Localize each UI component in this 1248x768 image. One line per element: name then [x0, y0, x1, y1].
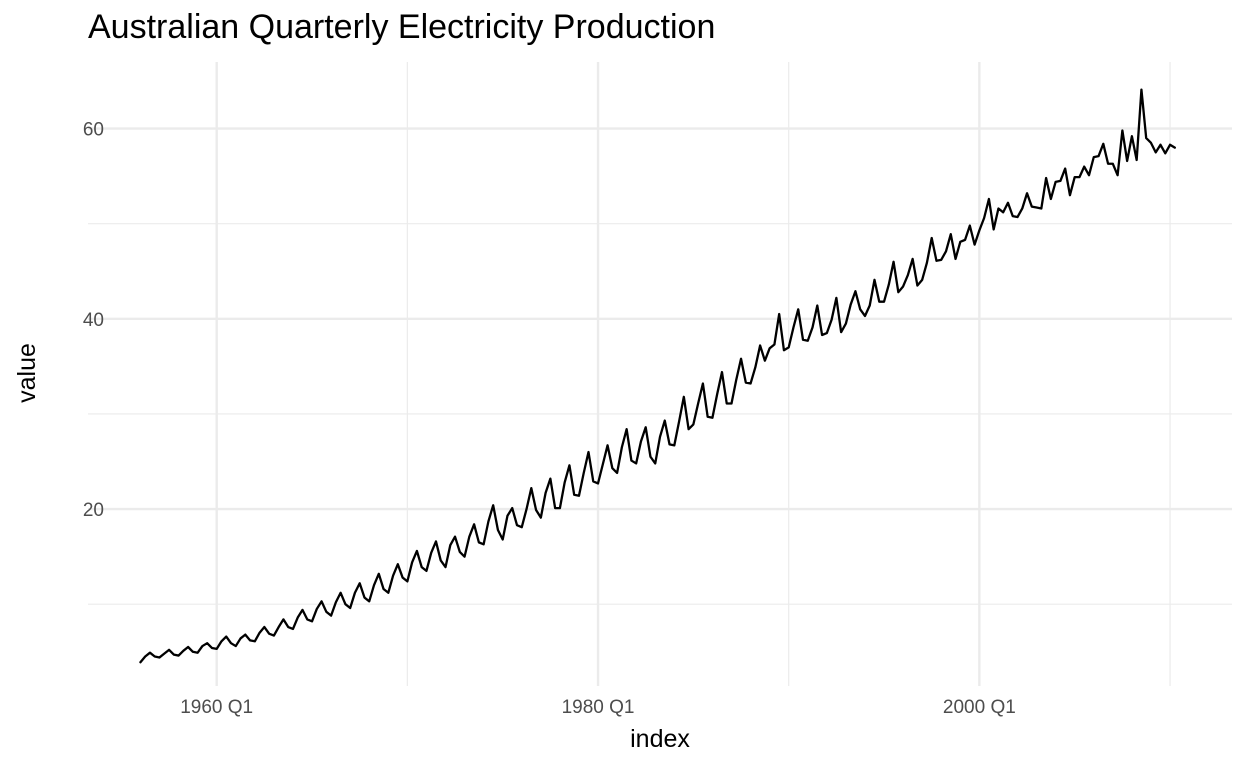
minor-gridlines — [88, 62, 1232, 686]
y-tick-label-2: 60 — [83, 120, 104, 141]
x-tick-label-2: 2000 Q1 — [943, 697, 1016, 718]
y-tick-label-0: 20 — [83, 500, 104, 521]
y-tick-labels: 20 40 60 — [83, 120, 104, 521]
series-layer — [139, 88, 1176, 664]
major-gridlines — [88, 62, 1232, 686]
x-tick-label-1: 1980 Q1 — [562, 697, 635, 718]
x-axis-title: index — [630, 725, 690, 753]
y-axis-title: value — [13, 343, 41, 403]
x-tick-label-0: 1960 Q1 — [180, 697, 253, 718]
x-tick-labels: 1960 Q1 1980 Q1 2000 Q1 — [180, 697, 1016, 718]
y-tick-label-1: 40 — [83, 310, 104, 331]
chart-title: Australian Quarterly Electricity Product… — [88, 8, 716, 46]
series-line-0 — [139, 88, 1176, 664]
